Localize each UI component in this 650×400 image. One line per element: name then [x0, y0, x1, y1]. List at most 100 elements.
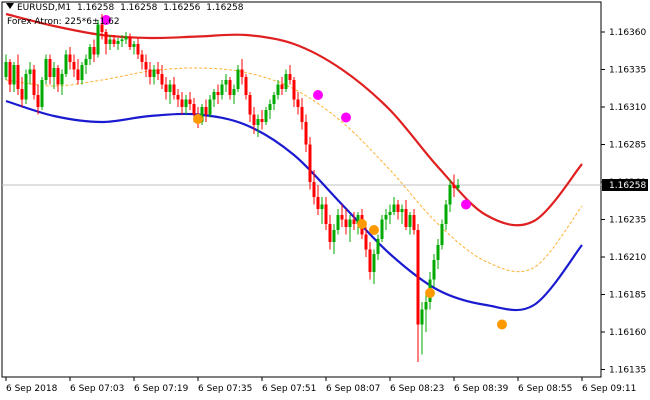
candle-body — [156, 69, 160, 74]
candle-body — [172, 84, 176, 95]
candle-body — [228, 80, 232, 95]
time-tick-label: 6 Sep 07:51 — [262, 384, 316, 394]
symbol-header: EURUSD,M1 1.16258 1.16258 1.16256 1.1625… — [6, 3, 247, 13]
band-layer — [5, 12, 583, 312]
candle-body — [152, 69, 156, 77]
sell-signal-dot — [461, 199, 471, 210]
candle-body — [64, 54, 68, 74]
buy-signal-dot — [369, 225, 379, 235]
candle-body — [36, 95, 40, 107]
indicator-name: Forex Atron: 225*6±1.62 — [7, 17, 120, 27]
price-tick-label: 1.16235 — [609, 216, 646, 226]
candle-body — [380, 219, 384, 239]
candle-body — [440, 224, 444, 245]
ohlc-low: 1.16256 — [163, 3, 201, 13]
time-tick-label: 6 Sep 07:19 — [134, 384, 189, 394]
candle-body — [136, 44, 140, 55]
price-tick-label: 1.16185 — [609, 291, 646, 301]
candle-body — [84, 59, 88, 65]
candle-body — [372, 254, 376, 272]
candle-body — [200, 107, 204, 122]
candle-body — [420, 309, 424, 325]
candle-body — [292, 80, 296, 100]
candle-body — [112, 39, 116, 44]
candle-body — [276, 84, 280, 95]
sell-signal-dot — [341, 112, 351, 123]
price-tick-label: 1.16310 — [609, 103, 646, 113]
time-tick-label: 6 Sep 09:11 — [582, 384, 636, 394]
candle-body — [244, 77, 248, 95]
candle-body — [336, 215, 340, 230]
candle-body — [296, 99, 300, 107]
time-tick-label: 6 Sep 07:35 — [198, 384, 252, 394]
candle-body — [288, 74, 292, 80]
candle-body — [16, 65, 20, 89]
candle-body — [352, 219, 356, 224]
candle-body — [280, 84, 284, 89]
lower-band-line — [5, 99, 583, 312]
candle-body — [140, 54, 144, 62]
candle-body — [324, 204, 328, 224]
candle-body — [60, 74, 64, 85]
candle-body — [220, 84, 224, 95]
candle-body — [216, 92, 220, 95]
candle-body — [232, 89, 236, 95]
time-tick-label: 6 Sep 08:55 — [518, 384, 572, 394]
price-tick-label: 1.16360 — [609, 28, 646, 38]
candle-body — [300, 107, 304, 122]
candle-body — [160, 74, 164, 85]
candle-body — [408, 215, 412, 227]
candle-body — [348, 219, 352, 227]
buy-signal-dot — [425, 288, 435, 298]
candle-body — [328, 224, 332, 242]
candle-body — [28, 69, 32, 74]
candle-body — [168, 84, 172, 92]
candle-body — [384, 215, 388, 220]
candle-body — [116, 41, 120, 44]
candle-body — [104, 32, 108, 44]
candle-body — [204, 107, 208, 115]
candle-body — [240, 69, 244, 77]
candle-body — [52, 68, 56, 77]
dropdown-triangle-icon[interactable] — [6, 3, 14, 9]
ohlc-high: 1.16258 — [120, 3, 158, 13]
current-price-label: 1.16258 — [609, 181, 646, 191]
price-tick-label: 1.16160 — [609, 328, 646, 338]
candle-body — [248, 95, 252, 115]
candle-body — [92, 47, 96, 55]
candle-body — [392, 204, 396, 212]
candle-body — [24, 74, 28, 100]
signal-layer — [101, 15, 507, 330]
candle-body — [20, 89, 24, 100]
candle-body — [332, 230, 336, 242]
candle-body — [456, 185, 460, 188]
candle-body — [164, 84, 168, 92]
upper-band-line — [5, 12, 583, 227]
candle-body — [264, 110, 268, 122]
candle-body — [48, 59, 52, 77]
candle-body — [96, 24, 100, 55]
ohlc-open: 1.16258 — [77, 3, 115, 13]
candle-body — [212, 92, 216, 100]
candle-body — [176, 95, 180, 100]
price-tick-label: 1.16335 — [609, 66, 646, 76]
plot-frame — [1, 1, 602, 378]
buy-signal-dot — [497, 319, 507, 330]
candle-body — [412, 215, 416, 230]
candle-body — [396, 204, 400, 212]
candle-body — [376, 239, 380, 254]
candle-body — [184, 99, 188, 107]
candle-body — [268, 104, 272, 110]
time-tick-label: 6 Sep 2018 — [6, 384, 58, 394]
candle-body — [128, 36, 132, 47]
candle-body — [8, 62, 12, 85]
buy-signal-dot — [357, 219, 367, 229]
candle-body — [432, 260, 436, 280]
candle-body — [340, 215, 344, 220]
candle-body — [452, 185, 456, 188]
buy-signal-dot — [193, 114, 203, 124]
candle-body — [44, 59, 48, 80]
candle-body — [400, 209, 404, 212]
